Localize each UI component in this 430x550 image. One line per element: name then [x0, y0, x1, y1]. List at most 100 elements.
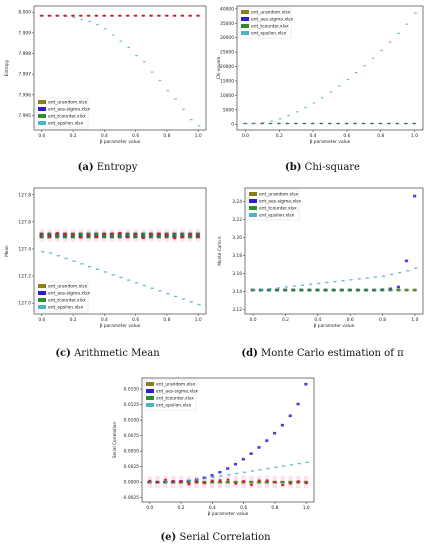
legend-label: ent_epsilon.xlsx [48, 305, 84, 311]
caption-tag: (d) [241, 348, 258, 359]
data-point [142, 232, 146, 239]
caption-serial-correlation: (e) Serial Correlation [108, 532, 323, 543]
x-tick-label: 0.0 [146, 505, 153, 511]
x-tick-label: 0.2 [70, 133, 77, 139]
y-tick-label: 7.997 [18, 72, 31, 78]
data-point [135, 55, 138, 57]
y-tick-label: 127.6 [18, 219, 31, 225]
panel-entropy: 0.0 0.2 0.4 0.6 0.8 1.0 β parameter value 7.995… [0, 0, 215, 180]
outlier-mark [165, 14, 169, 17]
data-point [226, 480, 230, 484]
legend-swatch [38, 107, 46, 111]
outlier-mark [134, 233, 137, 236]
data-point [340, 288, 344, 292]
data-point [127, 46, 131, 48]
data-point [321, 97, 324, 99]
outlier-mark [187, 483, 191, 486]
legend-swatch [146, 403, 154, 407]
data-point [188, 479, 192, 481]
data-point [134, 282, 139, 284]
outlier-mark [173, 237, 177, 240]
y-tick-label: 7.996 [18, 92, 31, 98]
data-point [413, 122, 417, 125]
data-point [268, 288, 272, 290]
data-point [126, 232, 130, 239]
data-point [357, 278, 361, 280]
x-axis-label: β parameter value [208, 511, 249, 517]
legend-label: ent_urandom.xlsx [251, 10, 291, 16]
x-tick-label: 0.4 [101, 133, 108, 139]
legend-label: ent_tcounter.xlsx [251, 24, 289, 30]
data-point [260, 289, 264, 291]
caption-tag: (c) [55, 348, 71, 359]
outlier-mark [110, 232, 114, 235]
y-axis-label: Monte Carlo π [217, 236, 222, 266]
outlier-mark [211, 479, 214, 482]
caption-text: Chi-square [304, 162, 360, 173]
outlier-mark [257, 479, 261, 482]
data-point [320, 122, 324, 125]
x-tick-label: 0.0 [38, 133, 45, 139]
data-point [379, 122, 383, 125]
data-point [295, 122, 298, 125]
data-point [281, 480, 285, 484]
x-tick-label: 0.6 [343, 133, 350, 139]
outlier-mark [87, 14, 91, 17]
data-point [273, 431, 277, 435]
data-point [150, 287, 154, 289]
data-point [110, 232, 115, 239]
outlier-mark [164, 478, 167, 481]
y-tick-label: 3.14 [232, 289, 242, 295]
data-point [226, 467, 230, 470]
data-point [371, 122, 374, 125]
data-point [252, 289, 256, 291]
data-point [80, 263, 84, 265]
data-point [329, 122, 332, 125]
data-point [324, 288, 328, 292]
data-point [278, 118, 282, 120]
data-point [258, 469, 262, 471]
x-tick-label: 0.8 [377, 133, 384, 139]
data-point [289, 480, 293, 484]
outlier-mark [304, 482, 308, 485]
data-point [111, 34, 115, 36]
panel-arithmetic-mean: 0.0 0.2 0.4 0.6 0.8 1.0 β parameter value 127.0… [0, 182, 215, 367]
legend-swatch [249, 213, 257, 217]
y-tick-label: 0.0000 [124, 480, 140, 486]
data-point [95, 268, 100, 270]
data-point [276, 287, 280, 289]
data-point [166, 90, 170, 92]
data-point [337, 122, 341, 125]
outlier-mark [273, 480, 277, 483]
data-point [56, 232, 60, 239]
data-point [380, 49, 383, 52]
caption-chi-square: (b) Chi-square [215, 162, 430, 173]
y-tick-label: 127.0 [18, 301, 31, 307]
data-point [289, 464, 294, 466]
caption-text: Monte Carlo estimation of π [261, 348, 404, 359]
x-tick-label: 1.0 [303, 505, 310, 511]
data-point [396, 122, 400, 125]
legend-swatch [38, 305, 46, 309]
data-point [64, 257, 68, 260]
outlier-mark [103, 232, 106, 235]
y-tick-label: 15000 [220, 78, 234, 84]
legend-swatch [249, 206, 257, 210]
data-point [211, 476, 215, 478]
data-point [413, 288, 417, 292]
caption-text: Arithmetic Mean [74, 348, 160, 359]
outlier-mark [234, 482, 238, 485]
data-point [284, 288, 288, 292]
data-point [218, 470, 222, 474]
caption-tag: (e) [160, 532, 177, 543]
outlier-mark [171, 479, 175, 482]
data-point [95, 232, 99, 239]
data-point [250, 480, 254, 484]
chart-entropy: 0.0 0.2 0.4 0.6 0.8 1.0 β parameter value 7.995… [4, 5, 207, 145]
x-tick-label: 0.6 [347, 317, 354, 323]
panel-serial-correlation: 0.0 0.2 0.4 0.6 0.8 1.0 β parameter value -0.00… [108, 372, 323, 550]
data-point [274, 466, 278, 468]
data-point [103, 232, 107, 239]
legend-swatch [146, 382, 154, 386]
outlier-mark [48, 234, 51, 237]
